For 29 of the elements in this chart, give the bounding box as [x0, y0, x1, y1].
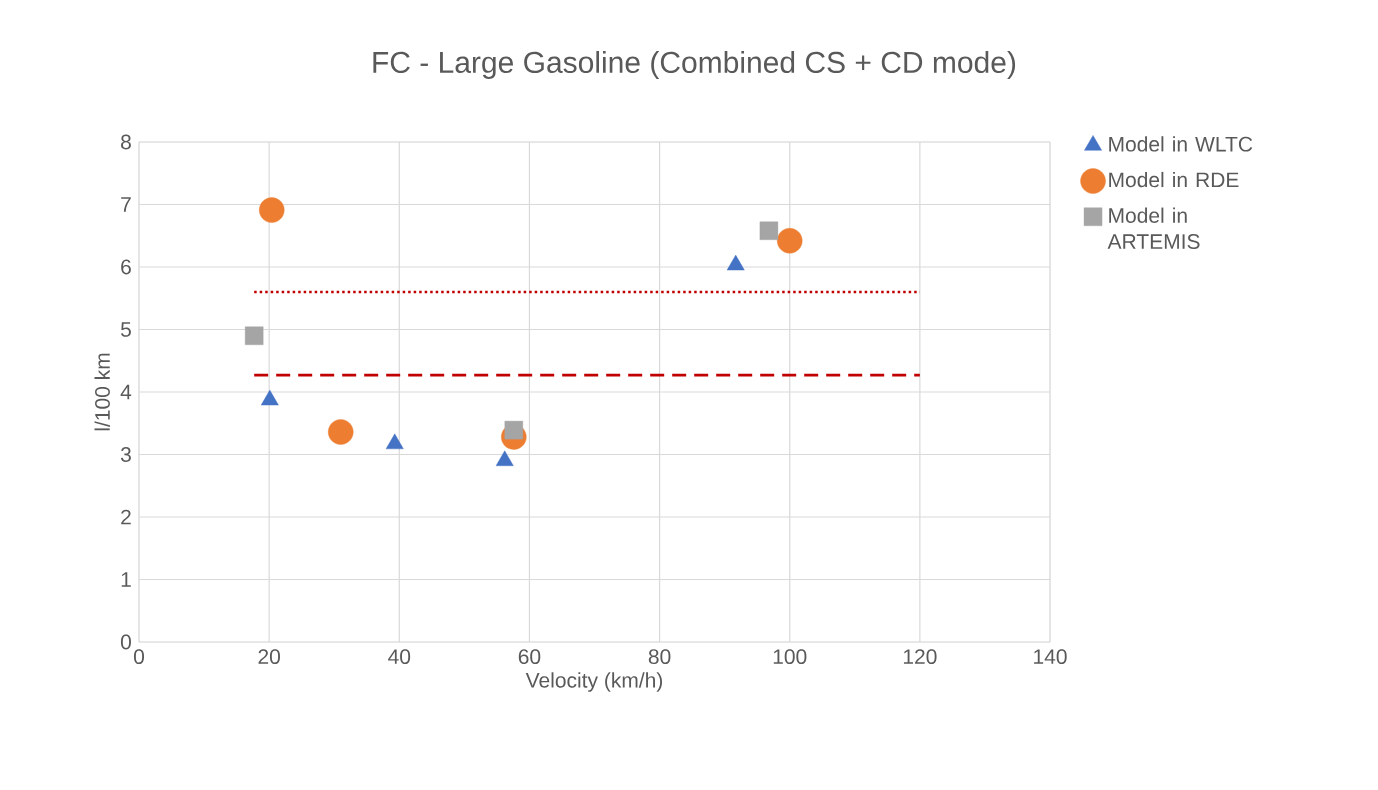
y-tick-label: 8	[121, 134, 131, 150]
y-tick-label: 1	[121, 572, 131, 587]
y-tick-label: 6	[121, 259, 131, 275]
x-tick-label: 100	[773, 649, 807, 665]
y-tick-label: 3	[120, 447, 131, 462]
point	[259, 197, 285, 223]
y-tick-label: 5	[120, 322, 131, 337]
y-axis-title: l/100 km	[94, 353, 110, 431]
x-axis-title: Velocity (km/h)	[525, 672, 663, 692]
x-tick-label: 80	[648, 649, 671, 665]
y-tick-label: 0	[120, 634, 131, 650]
legend-label: Model in WLTC	[1109, 136, 1253, 152]
chart-title: FC - Large Gasoline (Combined CS + CD mode)	[373, 51, 1016, 79]
point	[385, 433, 404, 450]
x-tick-label: 40	[388, 649, 411, 665]
x-tick-label: 20	[258, 649, 280, 665]
point	[244, 326, 264, 345]
legend-label: Model in ARTEMIS	[1107, 207, 1200, 249]
y-tick-label: 7	[121, 197, 131, 212]
point	[777, 228, 803, 254]
x-tick-label: 140	[1034, 649, 1067, 665]
point	[759, 221, 779, 240]
x-tick-label: 0	[133, 649, 145, 665]
point	[328, 419, 354, 445]
legend-label: Model in RDE	[1109, 171, 1239, 188]
x-tick-label: 120	[903, 649, 937, 665]
x-tick-label: 60	[518, 649, 541, 665]
y-tick-label: 2	[121, 509, 131, 525]
y-tick-label: 4	[120, 384, 132, 400]
